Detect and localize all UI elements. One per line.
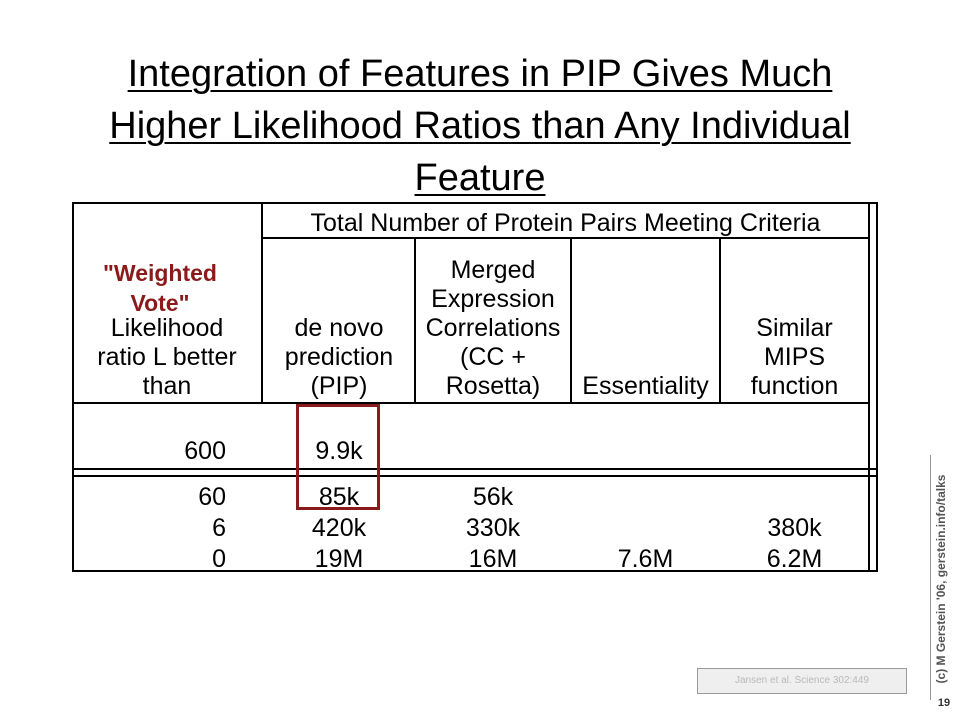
- threshold-0: 0: [212, 545, 226, 573]
- column-header-line: MIPS: [763, 343, 826, 371]
- column-header-line: Rosetta): [445, 372, 541, 400]
- column-header-line: de novo: [294, 314, 384, 342]
- group-header-divider: [261, 237, 868, 239]
- column-divider-1: [414, 239, 416, 402]
- table-cell: 16M: [468, 545, 518, 573]
- table-cell: 380k: [767, 514, 822, 542]
- weighted-vote-label: "Weighted Vote": [80, 258, 240, 318]
- table-right-border: [868, 202, 870, 572]
- table-cell: 6.2M: [766, 545, 823, 573]
- title-line-2: Higher Likelihood Ratios than Any Indivi…: [109, 105, 851, 147]
- column-divider-3: [719, 239, 721, 402]
- row-header-line-2: ratio L better: [97, 343, 237, 371]
- column-header-mips: Similar MIPS function: [721, 314, 868, 401]
- group-header: Total Number of Protein Pairs Meeting Cr…: [310, 209, 821, 237]
- citation-box: Jansen et al. Science 302:449: [697, 668, 907, 694]
- table-cell: 420k: [311, 514, 367, 542]
- threshold-60: 60: [198, 483, 226, 511]
- value-pip-600: 9.9k: [315, 437, 363, 465]
- row-header-divider: [261, 202, 263, 402]
- table-frame: [72, 202, 878, 572]
- column-header-line: Correlations: [425, 314, 561, 342]
- table-cell: 85k: [318, 483, 360, 511]
- column-header-line: Merged: [450, 256, 536, 284]
- weighted-vote-line-1: "Weighted: [103, 260, 217, 286]
- column-header-line: prediction: [284, 343, 394, 371]
- side-credit: (c) M Gerstein '06, gerstein.info/talks: [931, 461, 951, 697]
- column-header-line: (PIP): [310, 372, 368, 400]
- column-header-line: function: [750, 372, 839, 400]
- title-line-1: Integration of Features in PIP Gives Muc…: [127, 53, 833, 95]
- row-header: Likelihood ratio L better than: [74, 314, 260, 401]
- column-divider-2: [570, 239, 572, 402]
- table-cell: 7.6M: [617, 545, 674, 573]
- side-credit-text: (c) M Gerstein '06, gerstein.info/talks: [934, 474, 948, 684]
- threshold-600: 600: [184, 437, 226, 465]
- row-divider-top: [72, 468, 878, 470]
- column-header-line: (CC +: [460, 343, 526, 371]
- column-header-pip: de novo prediction (PIP): [264, 314, 414, 401]
- column-header-line: Similar: [756, 314, 833, 342]
- row-header-line-3: than: [142, 372, 192, 400]
- table-cell: 19M: [314, 545, 364, 573]
- title-line-3: Feature: [414, 157, 546, 199]
- table-cell: 330k: [465, 514, 521, 542]
- threshold-6: 6: [212, 514, 226, 542]
- slide-title: Integration of Features in PIP Gives Muc…: [40, 48, 920, 204]
- column-header-line: Essentiality: [582, 372, 709, 400]
- side-divider: [930, 455, 931, 700]
- column-header-line: Expression: [431, 285, 555, 313]
- row-divider-bottom: [72, 475, 878, 477]
- table-cell: 56k: [472, 483, 514, 511]
- row-header-line-1: Likelihood: [110, 314, 224, 342]
- weighted-vote-line-2: Vote": [130, 290, 190, 316]
- pip-highlight-box: [296, 404, 380, 510]
- page-number: 19: [937, 697, 951, 709]
- column-header-merged-expression: Merged Expression Correlations (CC + Ros…: [416, 256, 570, 401]
- header-divider: [72, 402, 868, 404]
- column-header-essentiality: Essentiality: [572, 372, 719, 401]
